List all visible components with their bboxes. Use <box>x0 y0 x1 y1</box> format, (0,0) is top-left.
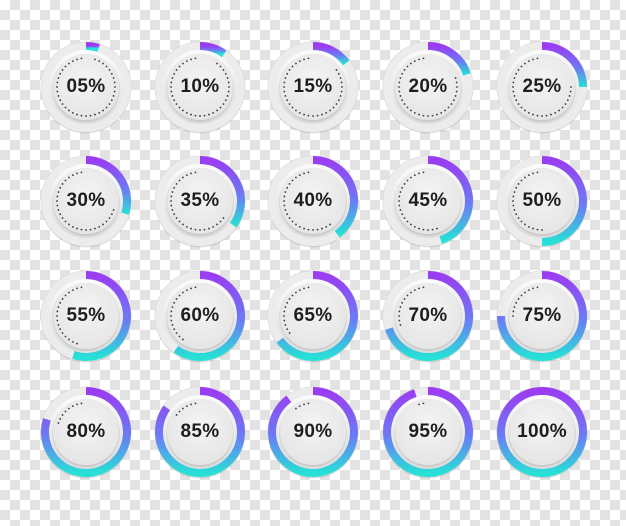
progress-dial: 60% <box>153 269 247 363</box>
percent-label: 80% <box>66 421 106 442</box>
progress-dial: 75% <box>495 269 589 363</box>
percent-label: 10% <box>180 76 220 97</box>
progress-dial: 05% <box>39 40 133 134</box>
progress-dial: 20% <box>381 40 475 134</box>
progress-dial: 85% <box>153 385 247 479</box>
percent-label: 65% <box>293 305 333 326</box>
progress-arc <box>427 42 471 76</box>
progress-arc <box>383 387 474 477</box>
progress-arc <box>541 42 587 88</box>
progress-dial: 35% <box>153 154 247 248</box>
progress-dial: 65% <box>266 269 360 363</box>
percent-label: 95% <box>408 421 448 442</box>
percent-label: 60% <box>180 305 220 326</box>
progress-dial: 80% <box>39 385 133 479</box>
percent-label: 05% <box>66 76 106 97</box>
progress-dial: 25% <box>495 40 589 134</box>
progress-arc <box>312 156 358 238</box>
percent-label: 20% <box>408 76 448 97</box>
progress-dial: 100% <box>495 385 589 479</box>
percent-label: 70% <box>408 305 448 326</box>
progress-arc <box>268 387 358 477</box>
progress-arc <box>541 156 587 246</box>
progress-arc <box>199 156 245 228</box>
progress-arc <box>85 42 100 52</box>
progress-arc <box>385 271 473 361</box>
percent-label: 30% <box>66 190 106 211</box>
percent-label: 25% <box>522 76 562 97</box>
percent-label: 55% <box>66 305 106 326</box>
percent-label: 100% <box>517 421 567 442</box>
progress-arc <box>497 387 587 477</box>
percent-label: 50% <box>522 190 562 211</box>
progress-arc <box>155 387 245 477</box>
progress-dial: 90% <box>266 385 360 479</box>
progress-arc <box>173 271 245 361</box>
progress-arc <box>199 42 227 58</box>
percent-label: 85% <box>180 421 220 442</box>
progress-arc <box>85 156 131 215</box>
progress-arc <box>276 271 358 361</box>
progress-arc <box>72 271 131 361</box>
progress-arc <box>497 271 587 361</box>
progress-dial: 15% <box>266 40 360 134</box>
progress-dial: 10% <box>153 40 247 134</box>
progress-arc <box>427 156 473 244</box>
progress-dial: 70% <box>381 269 475 363</box>
progress-arc <box>41 387 131 477</box>
percent-label: 35% <box>180 190 220 211</box>
progress-dial: 45% <box>381 154 475 248</box>
percent-label: 40% <box>293 190 333 211</box>
percent-label: 75% <box>522 305 562 326</box>
percent-label: 45% <box>408 190 448 211</box>
percent-label: 90% <box>293 421 333 442</box>
progress-dial: 40% <box>266 154 360 248</box>
progress-dial: 55% <box>39 269 133 363</box>
progress-dial: 50% <box>495 154 589 248</box>
progress-dial: 30% <box>39 154 133 248</box>
progress-dial: 95% <box>381 385 475 479</box>
progress-arc <box>312 42 350 66</box>
percent-label: 15% <box>293 76 333 97</box>
